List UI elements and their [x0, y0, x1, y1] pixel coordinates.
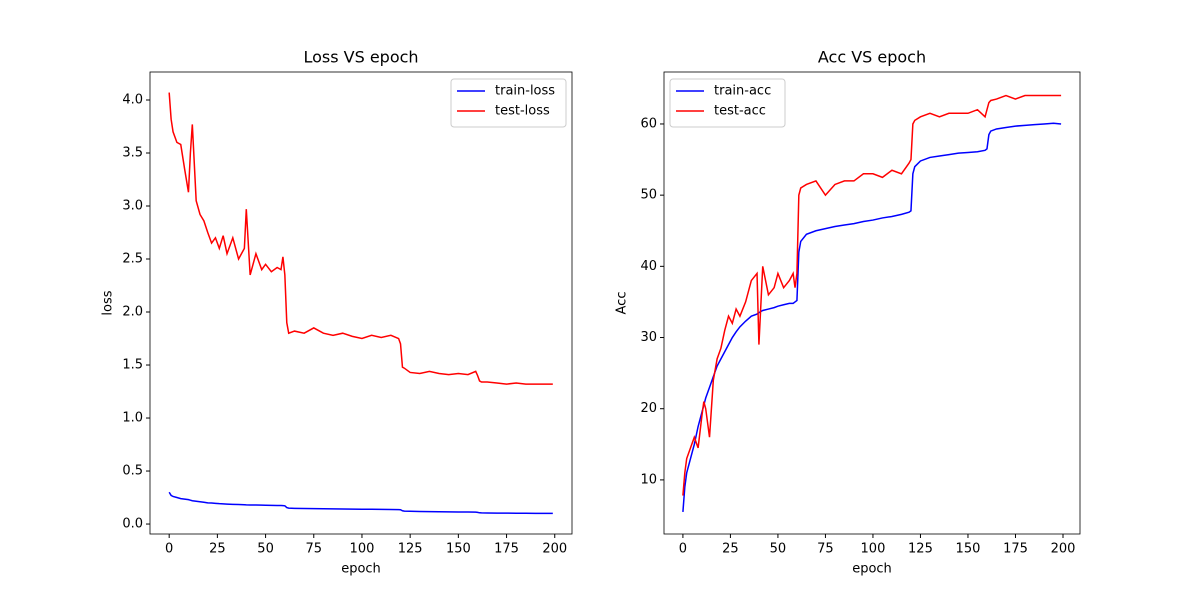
plot-frame	[663, 71, 1081, 535]
x-tick-label: 50	[257, 542, 274, 557]
y-tick-label: 60	[640, 116, 657, 131]
x-tick-label: 150	[956, 542, 981, 557]
legend: train-loss test-loss	[450, 78, 567, 128]
y-tick-label: 0.0	[122, 517, 143, 532]
x-tick-label: 200	[542, 542, 567, 557]
x-tick-label: 150	[446, 542, 471, 557]
y-tick-label: 20	[640, 401, 657, 416]
chart-title: Acc VS epoch	[818, 48, 926, 67]
y-tick-label: 3.5	[122, 145, 143, 160]
y-tick-label: 2.5	[122, 252, 143, 267]
chart-title: Loss VS epoch	[303, 48, 418, 67]
x-tick-label: 25	[209, 542, 226, 557]
x-tick-label: 0	[679, 542, 687, 557]
data-line	[682, 94, 1062, 496]
x-axis-label: epoch	[341, 562, 381, 577]
x-tick-label: 75	[817, 542, 834, 557]
legend-label: train-loss	[495, 84, 555, 99]
y-tick-label: 50	[640, 188, 657, 203]
legend-label: train-acc	[714, 84, 771, 99]
x-tick-label: 200	[1051, 542, 1076, 557]
x-tick-label: 125	[398, 542, 423, 557]
x-tick-label: 75	[305, 542, 322, 557]
y-axis-label: loss	[101, 290, 116, 315]
y-axis-label: Acc	[615, 292, 630, 315]
x-tick-label: 50	[770, 542, 787, 557]
y-tick-label: 0.5	[122, 464, 143, 479]
x-tick-label: 100	[350, 542, 375, 557]
x-tick-label: 175	[1003, 542, 1028, 557]
y-tick-label: 1.0	[122, 411, 143, 426]
x-tick-label: 175	[494, 542, 519, 557]
y-tick-label: 2.0	[122, 305, 143, 320]
legend-label: test-acc	[714, 104, 766, 119]
x-tick-label: 125	[908, 542, 933, 557]
data-line	[682, 122, 1062, 512]
y-tick-label: 40	[640, 259, 657, 274]
legend-label: test-loss	[495, 104, 550, 119]
plot-frame	[149, 71, 573, 535]
data-line	[168, 92, 553, 385]
x-tick-label: 0	[165, 542, 173, 557]
y-tick-label: 1.5	[122, 358, 143, 373]
x-axis-label: epoch	[852, 562, 892, 577]
y-tick-label: 4.0	[122, 92, 143, 107]
legend: train-acc test-acc	[669, 78, 786, 128]
y-tick-label: 30	[640, 330, 657, 345]
y-tick-label: 3.0	[122, 198, 143, 213]
x-tick-label: 25	[722, 542, 739, 557]
y-tick-label: 10	[640, 472, 657, 487]
data-line	[168, 491, 553, 515]
x-tick-label: 100	[861, 542, 886, 557]
